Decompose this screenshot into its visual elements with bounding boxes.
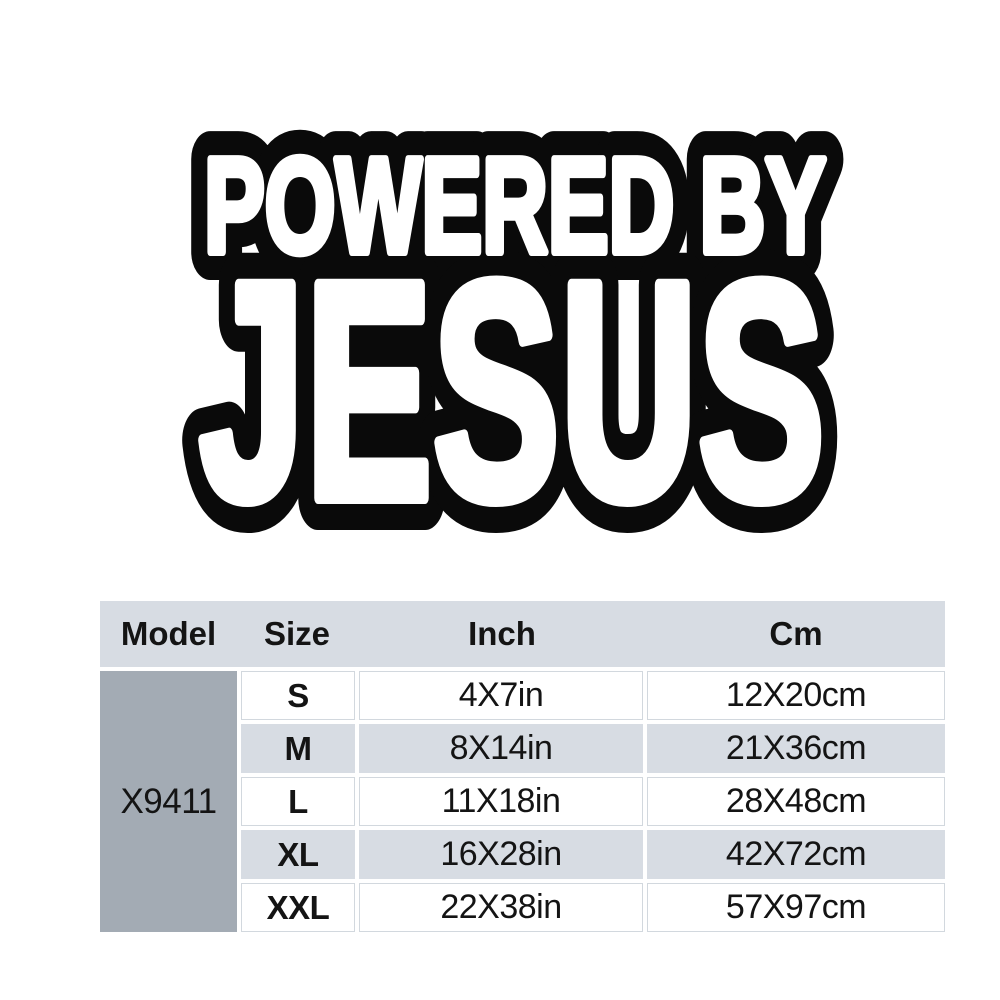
sticker-line2-outline: JESUS — [199, 217, 825, 564]
size-value: XXL — [241, 883, 355, 932]
cm-value: 12X20cm — [647, 671, 945, 720]
cm-value: 42X72cm — [647, 830, 945, 879]
cm-value: 57X97cm — [647, 883, 945, 932]
cm-value: 21X36cm — [647, 724, 945, 773]
inch-value: 8X14in — [359, 724, 643, 773]
header-cm: Cm — [769, 615, 823, 652]
table-row: XXL 22X38in 57X97cm — [241, 883, 945, 932]
size-table-body: X9411 S 4X7in 12X20cm M 8X14in 21X36cm L… — [100, 671, 945, 932]
inch-value: 4X7in — [359, 671, 643, 720]
size-table: Model Size Inch Cm X9411 S 4X7in 12X20cm… — [100, 601, 945, 932]
header-inch: Inch — [468, 615, 536, 652]
inch-value: 11X18in — [359, 777, 643, 826]
size-value: XL — [241, 830, 355, 879]
table-row: XL 16X28in 42X72cm — [241, 830, 945, 879]
header-model: Model — [120, 615, 217, 652]
inch-value: 16X28in — [359, 830, 643, 879]
size-table-header-row: Model Size Inch Cm — [100, 601, 945, 667]
table-row: M 8X14in 21X36cm — [241, 724, 945, 773]
powered-by-jesus-sticker: POWERED BY JESUS POWERED BY JESUS — [167, 102, 857, 570]
cm-value: 28X48cm — [647, 777, 945, 826]
size-rows: S 4X7in 12X20cm M 8X14in 21X36cm L 11X18… — [241, 671, 945, 932]
table-row: L 11X18in 28X48cm — [241, 777, 945, 826]
size-value: L — [241, 777, 355, 826]
sticker-line1-text: POWERED BY — [204, 130, 826, 281]
table-row: S 4X7in 12X20cm — [241, 671, 945, 720]
size-value: M — [241, 724, 355, 773]
header-size: Size — [263, 615, 331, 652]
model-cell: X9411 — [100, 671, 237, 932]
size-value: S — [241, 671, 355, 720]
sticker-line2-text: JESUS — [199, 217, 825, 564]
inch-value: 22X38in — [359, 883, 643, 932]
sticker-line1-outline: POWERED BY — [204, 130, 826, 281]
